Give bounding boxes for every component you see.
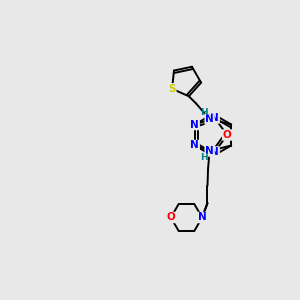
Text: H: H bbox=[200, 108, 208, 117]
Text: S: S bbox=[168, 84, 176, 94]
Text: N: N bbox=[210, 113, 219, 123]
Text: H: H bbox=[200, 153, 208, 162]
Text: N: N bbox=[205, 146, 214, 156]
Text: O: O bbox=[167, 212, 175, 223]
Text: N: N bbox=[205, 114, 214, 124]
Text: N: N bbox=[210, 147, 219, 157]
Text: N: N bbox=[190, 119, 199, 130]
Text: O: O bbox=[223, 130, 232, 140]
Text: N: N bbox=[190, 140, 199, 151]
Text: N: N bbox=[198, 212, 206, 223]
